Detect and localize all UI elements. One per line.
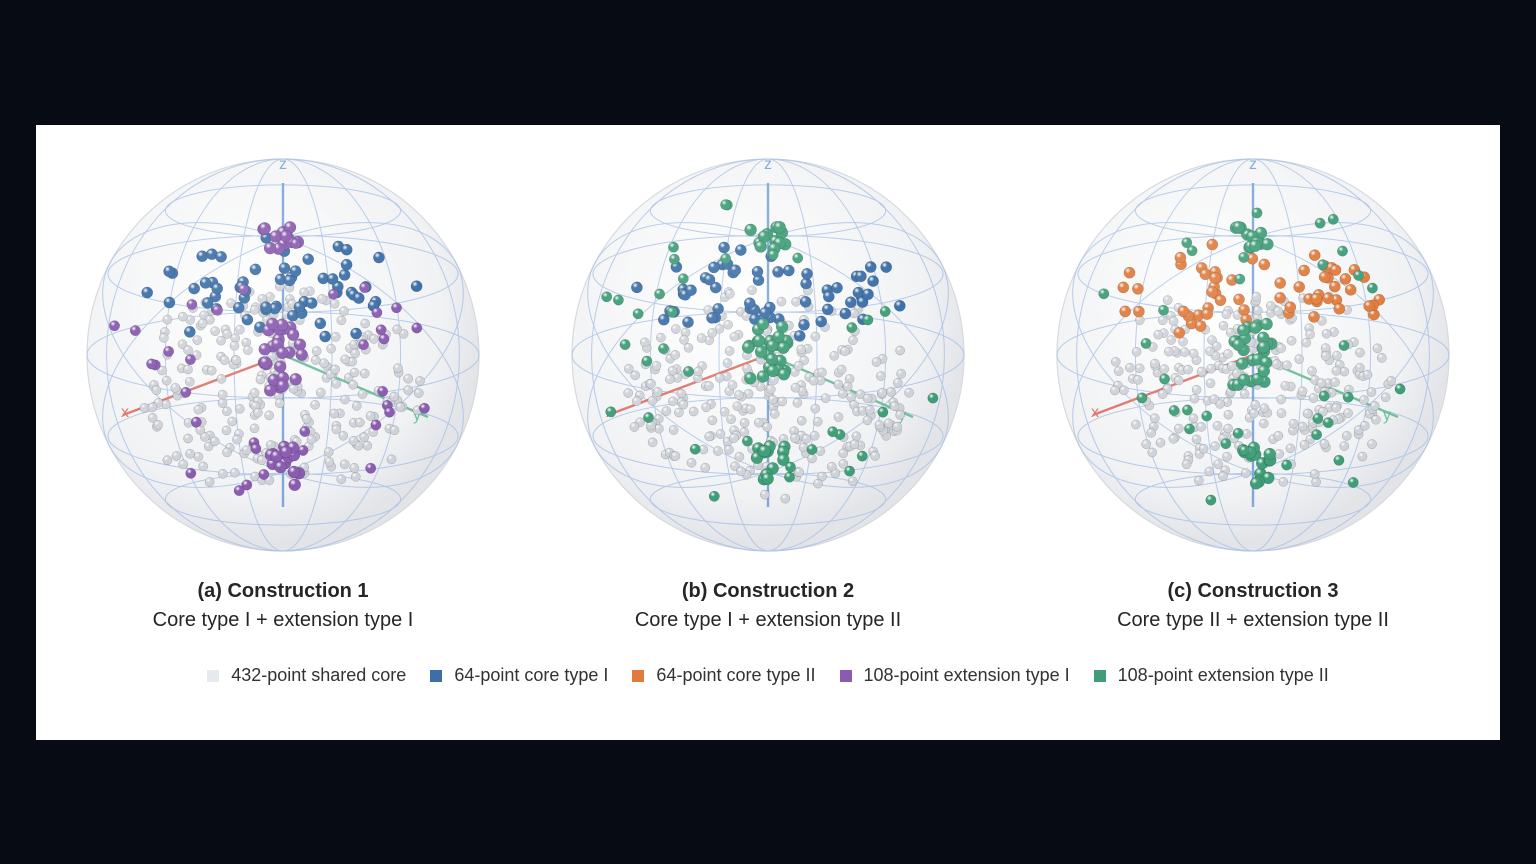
panel-subtitle: Core type I + extension type I (152, 609, 414, 631)
legend-swatch (207, 669, 220, 682)
sphere-highlight (572, 159, 964, 551)
legend-swatch (430, 669, 443, 682)
legend-label: 108-point extension type II (1117, 665, 1329, 685)
panel-construction-2: zxy (b) Construction 2 Core type I + ext… (568, 155, 968, 635)
legend-label: 432-point shared core (231, 665, 407, 685)
legend-item-core-type-2: 64-point core type II (632, 665, 816, 686)
legend-item-extension-type-1: 108-point extension type I (839, 665, 1070, 686)
sphere-highlight (1057, 159, 1449, 551)
sphere-plot-2: zxy (571, 156, 965, 552)
legend-label: 64-point core type II (656, 665, 816, 685)
panel-title: (b) Construction 2 (681, 580, 855, 602)
legend-label: 108-point extension type I (863, 665, 1070, 685)
sphere-plot-3: zxy (1056, 156, 1450, 552)
legend-item-shared-core: 432-point shared core (207, 665, 406, 686)
figure-frame: zxy (a) Construction 1 Core type I + ext… (36, 125, 1500, 740)
panel-subtitle: Core type II + extension type II (1117, 609, 1389, 631)
panel-subtitle: Core type I + extension type II (634, 609, 902, 631)
panel-title: (c) Construction 3 (1167, 580, 1339, 602)
legend-item-core-type-1: 64-point core type I (430, 665, 608, 686)
legend-swatch (1093, 669, 1106, 682)
panel-construction-3: zxy (c) Construction 3 Core type II + ex… (1053, 155, 1453, 635)
panel-title: (a) Construction 1 (197, 580, 369, 602)
legend-swatch (839, 669, 852, 682)
sphere-plot-1: zxy (86, 156, 480, 552)
legend: 432-point shared core 64-point core type… (36, 665, 1500, 686)
panel-construction-1: zxy (a) Construction 1 Core type I + ext… (83, 155, 483, 635)
legend-label: 64-point core type I (454, 665, 609, 685)
legend-item-extension-type-2: 108-point extension type II (1093, 665, 1329, 686)
sphere-highlight (87, 159, 479, 551)
legend-swatch (632, 669, 645, 682)
